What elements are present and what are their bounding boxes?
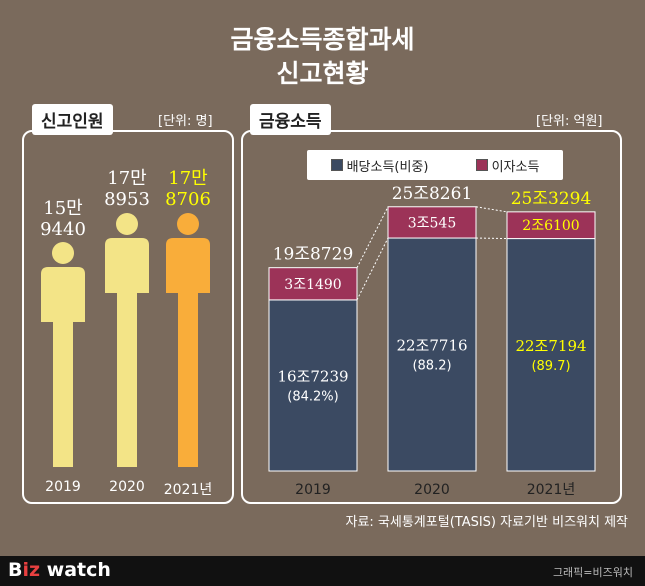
legend-item-dividend: 배당소득(비중) xyxy=(330,156,429,175)
person-body xyxy=(166,238,210,467)
connector-line xyxy=(475,237,508,240)
person-body xyxy=(41,267,85,467)
connector-line xyxy=(356,206,389,268)
people-value-label: 17만 8706 xyxy=(165,168,211,210)
dividend-share-label: (84.2%) xyxy=(287,389,338,404)
graphic-credit: 그래픽=비즈워치 xyxy=(552,566,633,579)
people-year-label: 2020 xyxy=(109,479,145,495)
connector-line xyxy=(475,206,508,213)
income-year-label: 2020 xyxy=(414,482,450,498)
people-unit-label: [단위: 명] xyxy=(158,114,213,129)
footer-bar: Biz watch 그래픽=비즈워치 xyxy=(0,556,645,586)
bar-interest xyxy=(268,267,358,301)
source-caption: 자료: 국세통계포털(TASIS) 자료기반 비즈워치 제작 xyxy=(345,515,629,530)
people-panel xyxy=(22,130,234,504)
income-year-label: 2019 xyxy=(295,482,331,498)
bar-dividend xyxy=(506,238,596,472)
person-head xyxy=(116,213,138,235)
person-head xyxy=(177,213,199,235)
income-panel-tag: 금융소득 xyxy=(250,104,331,135)
bar-interest xyxy=(506,211,596,240)
person-figure-2 xyxy=(166,213,210,467)
interest-value-label: 3조1490 xyxy=(284,277,341,293)
income-panel xyxy=(241,130,622,504)
total-value-label: 19조8729 xyxy=(273,245,354,265)
chart-title-line1: 금융소득종합과세 xyxy=(230,25,415,54)
person-head xyxy=(52,242,74,264)
person-body xyxy=(105,238,149,467)
total-value-label: 25조8261 xyxy=(392,184,473,204)
bar-dividend xyxy=(268,299,358,472)
legend-label-interest: 이자소득 xyxy=(491,159,540,175)
legend-item-interest: 이자소득 xyxy=(475,156,540,175)
dividend-value-label: 16조7239 xyxy=(277,367,348,385)
person-figure-1 xyxy=(105,213,149,467)
connector-line xyxy=(356,237,389,301)
chart-title-line2: 신고현황 xyxy=(276,59,369,88)
people-year-label: 2019 xyxy=(45,479,81,495)
person-figure-0 xyxy=(41,242,85,467)
legend-swatch-interest xyxy=(475,159,488,171)
bar-interest xyxy=(387,206,477,239)
legend-label-dividend: 배당소득(비중) xyxy=(346,159,429,175)
income-year-label: 2021년 xyxy=(527,482,576,498)
legend-swatch-dividend xyxy=(330,159,343,171)
people-year-label: 2021년 xyxy=(163,482,213,498)
interest-value-label: 2조6100 xyxy=(522,218,579,234)
people-panel-tag: 신고인원 xyxy=(32,104,113,135)
dividend-share-label: (88.2) xyxy=(412,359,451,374)
bar-dividend xyxy=(387,237,477,472)
bizwatch-logo: Biz watch xyxy=(8,559,111,581)
people-value-label: 17만 8953 xyxy=(104,168,150,210)
interest-value-label: 3조545 xyxy=(408,215,457,231)
total-value-label: 25조3294 xyxy=(511,189,592,209)
dividend-value-label: 22조7194 xyxy=(515,337,586,355)
dividend-value-label: 22조7716 xyxy=(396,337,467,355)
dividend-share-label: (89.7) xyxy=(531,359,570,374)
income-unit-label: [단위: 억원] xyxy=(536,114,603,129)
people-value-label: 15만 9440 xyxy=(40,198,86,240)
chart-legend: 배당소득(비중) 이자소득 xyxy=(307,150,563,180)
